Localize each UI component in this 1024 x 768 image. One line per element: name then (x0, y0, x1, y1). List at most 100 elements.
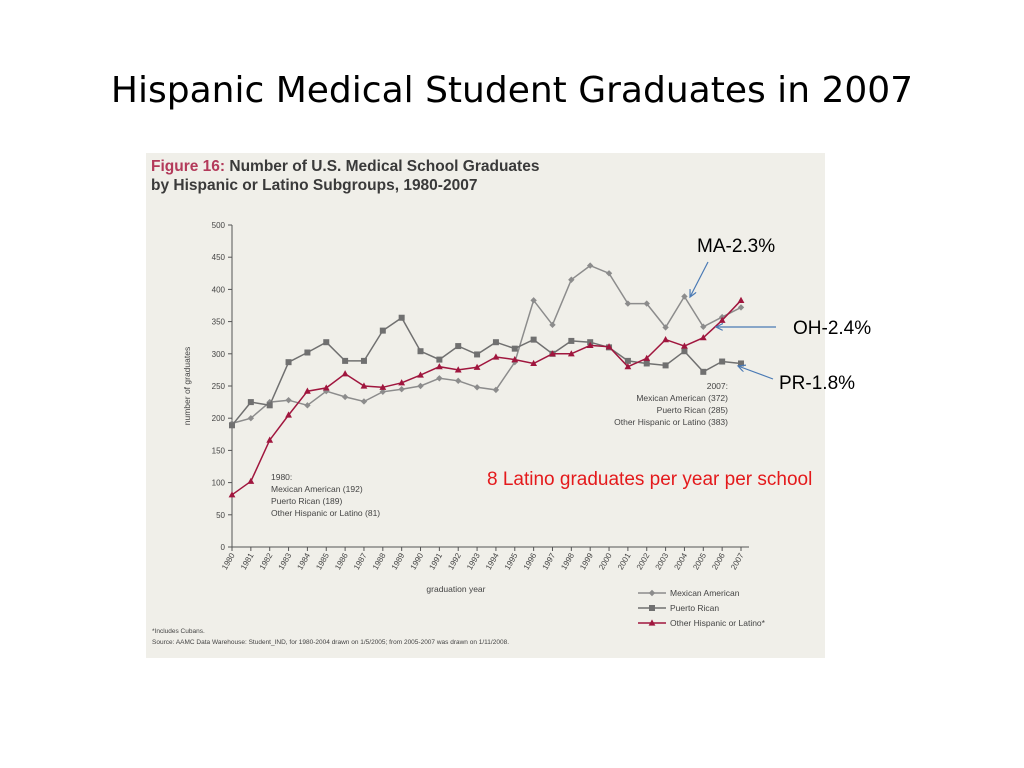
data-point (455, 377, 462, 385)
x-tick-label: 1983 (277, 551, 294, 571)
data-point (624, 363, 632, 370)
data-point (323, 339, 330, 346)
note-2007-line: Puerto Rican (285) (657, 405, 729, 415)
data-point (473, 363, 481, 370)
note-2007-line: Other Hispanic or Latino (383) (614, 417, 728, 427)
x-tick-label: 1982 (258, 551, 275, 571)
data-point (341, 393, 349, 401)
data-point (285, 411, 292, 418)
data-point (266, 436, 274, 443)
x-tick-label: 2001 (616, 551, 633, 571)
legend-marker (648, 619, 656, 626)
series-line-3 (231, 299, 742, 496)
x-tick-label: 1980 (220, 551, 237, 571)
x-tick-label: 1997 (541, 551, 558, 571)
x-tick-label: 1988 (371, 551, 388, 571)
legend-marker (648, 589, 656, 597)
data-point (492, 353, 500, 360)
note-2007-line: Mexican American (372) (636, 393, 728, 403)
data-point (247, 477, 255, 484)
data-point (360, 382, 368, 389)
data-point (417, 371, 424, 378)
data-point (417, 348, 424, 355)
data-point (681, 293, 688, 300)
y-tick-label: 150 (212, 446, 226, 455)
x-tick-label: 2005 (691, 551, 708, 571)
x-tick-label: 2004 (672, 551, 689, 571)
y-tick-label: 250 (212, 382, 226, 391)
y-tick-label: 200 (212, 414, 226, 423)
data-point (379, 383, 387, 390)
data-point (454, 366, 462, 373)
data-point (285, 396, 292, 404)
data-point (567, 350, 575, 357)
slide-title: Hispanic Medical Student Graduates in 20… (110, 70, 914, 111)
figure-title-line2: by Hispanic or Latino Subgroups, 1980-20… (151, 177, 478, 194)
figure-heading: Figure 16: Number of U.S. Medical School… (151, 157, 539, 195)
data-point (492, 339, 499, 346)
note-1980-heading: 1980: (271, 472, 292, 482)
data-point (549, 350, 556, 357)
data-point (304, 349, 311, 356)
x-tick-label: 1993 (465, 551, 482, 571)
x-tick-label: 1985 (314, 551, 331, 571)
note-1980-line: Other Hispanic or Latino (81) (271, 508, 380, 518)
series-line-2 (231, 316, 742, 426)
data-point (341, 370, 349, 377)
x-tick-label: 1987 (352, 551, 369, 571)
data-point (266, 402, 273, 409)
data-point (718, 316, 726, 323)
data-point (229, 422, 235, 429)
x-tick-label: 1991 (427, 551, 444, 571)
data-point (360, 398, 368, 405)
x-tick-label: 1981 (239, 551, 256, 571)
data-point (398, 314, 405, 321)
x-tick-label: 2000 (597, 551, 614, 571)
data-point (624, 300, 632, 307)
legend-label-2: Puerto Rican (670, 603, 719, 613)
y-axis-label: number of graduates (182, 347, 192, 425)
note-1980-line: Puerto Rican (189) (271, 496, 343, 506)
data-point (568, 337, 575, 344)
data-point (511, 345, 518, 352)
x-tick-label: 1998 (559, 551, 576, 571)
legend-marker (649, 605, 655, 611)
data-point (342, 357, 349, 364)
data-point (530, 336, 537, 343)
data-point (719, 358, 726, 365)
data-point (662, 336, 669, 343)
data-point (247, 415, 255, 422)
data-point (285, 359, 292, 366)
callout-summary: 8 Latino graduates per year per school (487, 469, 813, 490)
figure-title-line1: Number of U.S. Medical School Graduates (229, 158, 540, 175)
figure-panel: Figure 16: Number of U.S. Medical School… (146, 153, 825, 658)
data-point (435, 363, 443, 370)
y-tick-label: 300 (212, 350, 226, 359)
x-tick-label: 2002 (635, 551, 652, 571)
callout-pr: PR-1.8% (779, 373, 856, 394)
data-point (605, 343, 613, 350)
x-tick-label: 2006 (710, 551, 727, 571)
data-point (662, 362, 669, 369)
data-point (737, 304, 745, 311)
y-tick-label: 100 (212, 479, 226, 488)
x-tick-label: 1984 (295, 551, 312, 571)
data-point (228, 491, 236, 498)
data-point (379, 327, 386, 334)
x-tick-label: 2007 (729, 551, 746, 571)
data-point (304, 402, 311, 409)
data-point (417, 382, 424, 390)
data-point (304, 387, 311, 394)
data-point (530, 359, 538, 367)
data-point (530, 297, 537, 304)
data-point (700, 368, 707, 375)
legend-label-1: Mexican American (670, 588, 740, 598)
note-2007-heading: 2007: (707, 381, 728, 391)
x-tick-label: 1992 (446, 551, 463, 571)
y-tick-label: 350 (212, 318, 226, 327)
footnote-1: *Includes Cubans. (152, 628, 205, 635)
data-point (737, 296, 745, 303)
x-tick-label: 1989 (390, 551, 407, 571)
data-point (699, 334, 707, 341)
